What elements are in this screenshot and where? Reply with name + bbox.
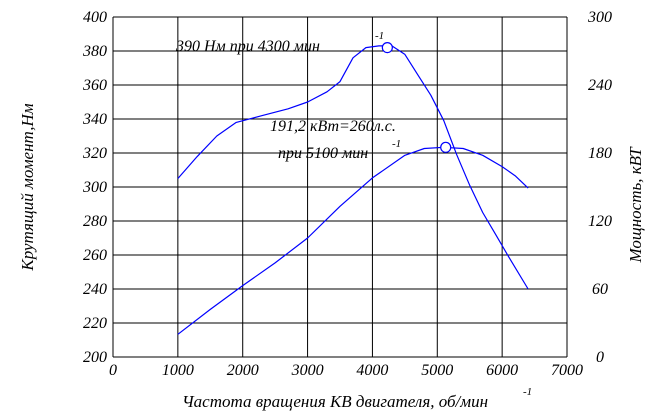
torque-curve xyxy=(177,45,529,290)
x-axis-title-superscript: -1 xyxy=(523,386,532,398)
power-annotation-superscript: -1 xyxy=(392,138,401,150)
torque-annotation-superscript: -1 xyxy=(375,30,384,42)
y-left-tick-label-9: 380 xyxy=(82,43,107,60)
y-right-tick-label-3: 180 xyxy=(588,145,612,162)
power-curve xyxy=(177,146,529,335)
x-tick-label-3: 3000 xyxy=(291,362,324,379)
tick-labels: 0 1000 2000 3000 4000 5000 6000 700020022024026… xyxy=(82,9,612,379)
y-left-tick-label-0: 200 xyxy=(83,349,107,366)
y-left-tick-label-7: 340 xyxy=(82,111,107,128)
y-left-tick-label-6: 320 xyxy=(82,145,107,162)
markers xyxy=(381,41,452,153)
y-left-tick-label-2: 240 xyxy=(83,281,107,298)
x-tick-label-0: 0 xyxy=(109,362,117,379)
y-left-tick-label-3: 260 xyxy=(83,247,107,264)
y-right-tick-label-1: 60 xyxy=(592,281,608,298)
y-right-tick-label-5: 300 xyxy=(587,9,612,26)
x-tick-label-5: 5000 xyxy=(421,362,453,379)
max-power-marker xyxy=(440,141,452,153)
power-annotation-line2: при 5100 мин xyxy=(278,145,368,162)
grid xyxy=(112,16,568,358)
curves xyxy=(177,45,529,335)
y-left-tick-label-1: 220 xyxy=(83,315,107,332)
y-left-tick-label-10: 400 xyxy=(83,9,107,26)
x-tick-label-1: 1000 xyxy=(162,362,194,379)
y-right-tick-label-2: 120 xyxy=(588,213,612,230)
max-torque-marker xyxy=(381,41,393,54)
torque-annotation: 390 Нм при 4300 мин xyxy=(175,38,320,55)
y-left-axis-title: Крутящий момент,Нм xyxy=(18,103,37,271)
y-right-tick-label-0: 0 xyxy=(596,349,604,366)
y-left-tick-label-5: 300 xyxy=(82,179,107,196)
y-left-tick-label-8: 360 xyxy=(82,77,107,94)
y-right-tick-label-4: 240 xyxy=(588,77,612,94)
y-right-axis-title: Мощность, кВТ xyxy=(626,146,645,264)
y-left-tick-label-4: 280 xyxy=(83,213,107,230)
x-tick-label-6: 6000 xyxy=(486,362,518,379)
x-axis-title: Частота вращения КВ двигателя, об/мин xyxy=(182,392,488,411)
x-tick-label-4: 4000 xyxy=(356,362,388,379)
x-tick-label-7: 7000 xyxy=(551,362,583,379)
x-tick-label-2: 2000 xyxy=(227,362,259,379)
power-annotation-line1: 191,2 кВт=260л.с. xyxy=(270,118,396,135)
